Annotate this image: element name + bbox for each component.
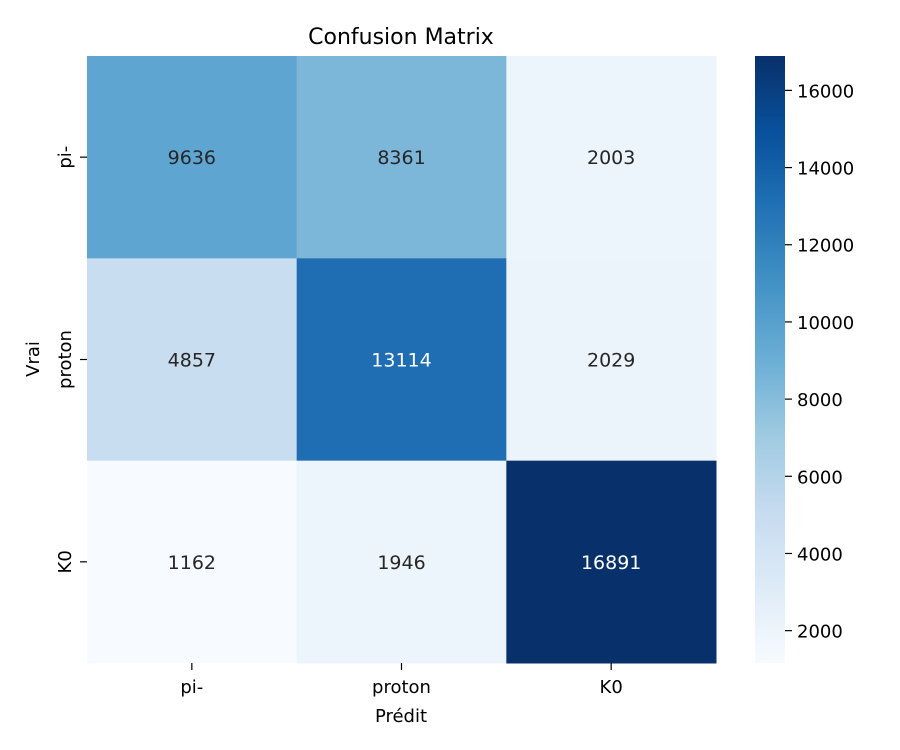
heatmap-cell	[296, 56, 507, 259]
cell-value-label: 8361	[377, 147, 425, 169]
x-axis-label: Prédit	[375, 706, 427, 727]
cell-value-label: 13114	[371, 350, 431, 372]
colorbar-tick-label: 4000	[797, 544, 843, 565]
x-tick-label: K0	[600, 677, 623, 698]
colorbar-ticks: 2000 4000 6000 8000 10000 12000 14000 16000	[785, 81, 854, 643]
heatmap-cell	[506, 258, 717, 462]
cell-value-label: 2029	[587, 350, 635, 372]
cell-value-label: 9636	[168, 147, 216, 169]
cell-value-label: 2003	[587, 147, 635, 169]
cell-value-label: 4857	[168, 350, 216, 372]
colorbar-tick-label: 6000	[797, 467, 843, 488]
colorbar-tick-label: 14000	[797, 159, 854, 180]
colorbar-tick-label: 12000	[797, 236, 854, 257]
x-tick-label: proton	[372, 677, 431, 698]
x-axis: pi-proton K0	[180, 663, 623, 698]
heatmap-cell	[296, 460, 507, 664]
cell-value-label: 16891	[581, 552, 641, 574]
y-tick-label: proton	[55, 330, 76, 389]
y-tick-label: K0	[55, 550, 76, 573]
colorbar-tick-label: 16000	[797, 81, 854, 102]
colorbar-tick-label: 8000	[797, 390, 843, 411]
heatmap-cells	[87, 56, 717, 664]
x-tick-label: pi-	[180, 677, 203, 698]
heatmap-cell	[87, 258, 298, 462]
colorbar-tick-label: 2000	[797, 622, 843, 643]
heatmap-cell	[87, 56, 298, 259]
cell-value-label: 1162	[168, 552, 216, 574]
heatmap-cell	[506, 460, 717, 664]
heatmap-cell	[296, 258, 507, 462]
heatmap-cell-labels: 9636 8361 2003 4857 13114 2029 1162 1946 16891	[168, 147, 642, 574]
heatmap-cell	[506, 56, 717, 259]
y-tick-label: pi-	[55, 146, 76, 169]
heatmap-cell	[87, 460, 298, 664]
y-axis-label: Vrai	[23, 341, 44, 377]
colorbar-tick-label: 10000	[797, 313, 854, 334]
chart-title: Confusion Matrix	[308, 25, 494, 50]
y-axis: pi-proton K0	[55, 146, 87, 573]
cell-value-label: 1946	[377, 552, 425, 574]
colorbar	[755, 56, 785, 663]
